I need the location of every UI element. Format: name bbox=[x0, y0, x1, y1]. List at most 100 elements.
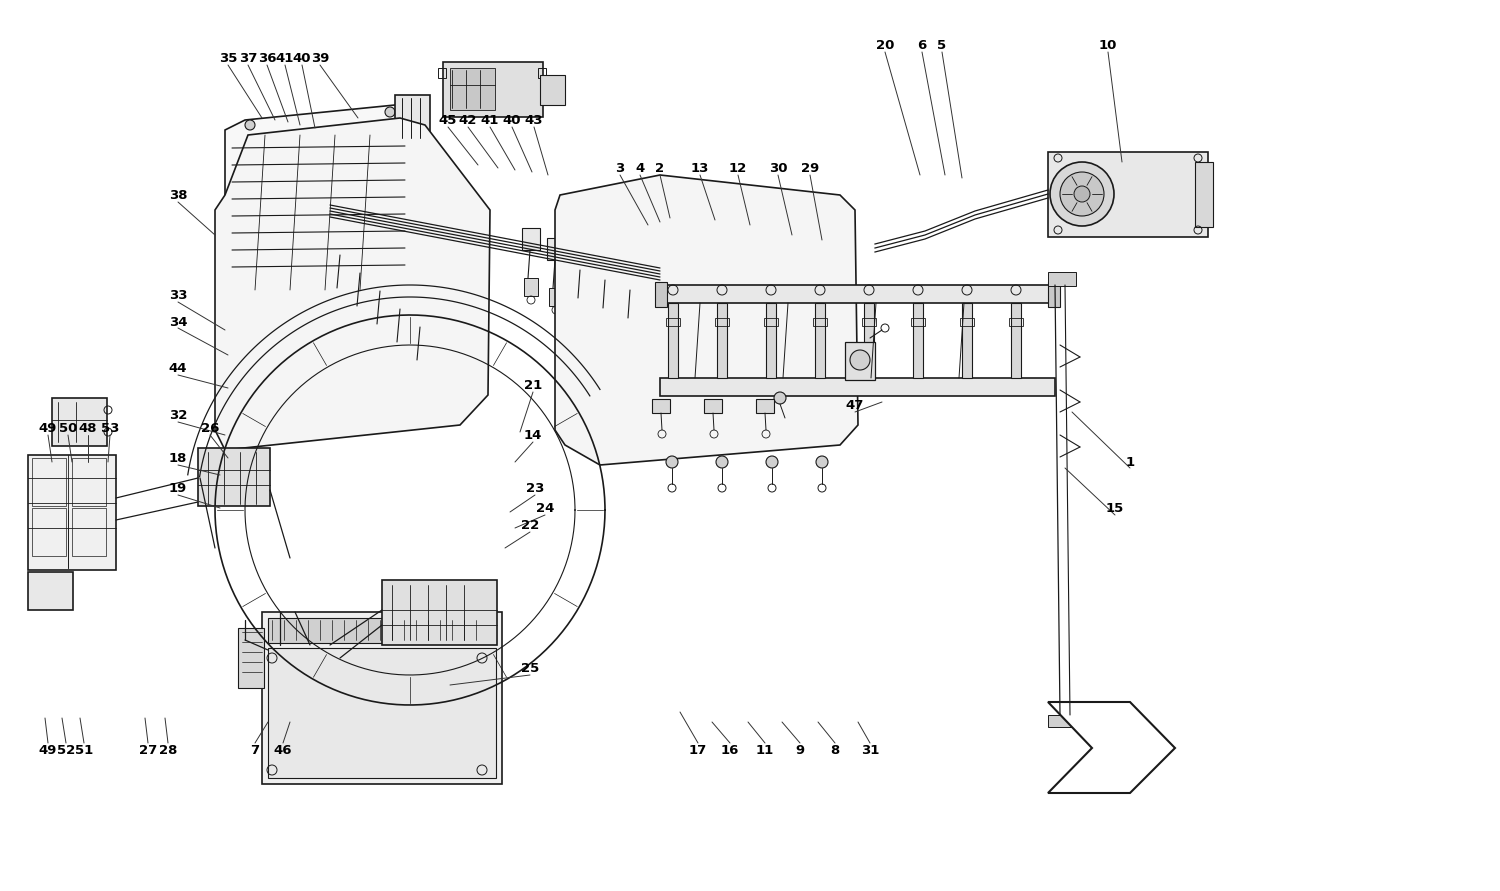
Bar bbox=[350, 328, 363, 346]
Bar bbox=[268, 618, 496, 643]
Text: 44: 44 bbox=[170, 362, 188, 374]
Bar bbox=[524, 278, 538, 296]
Circle shape bbox=[766, 456, 778, 468]
Text: 49: 49 bbox=[39, 421, 57, 435]
Bar bbox=[572, 248, 590, 270]
Bar bbox=[656, 282, 668, 307]
Bar bbox=[32, 508, 66, 556]
Bar bbox=[652, 399, 670, 413]
Text: 3: 3 bbox=[615, 161, 624, 175]
Text: 29: 29 bbox=[801, 161, 819, 175]
Text: 6: 6 bbox=[918, 38, 927, 52]
Circle shape bbox=[1074, 186, 1090, 202]
Text: 36: 36 bbox=[258, 52, 276, 64]
Text: 1: 1 bbox=[1125, 455, 1134, 469]
Text: 45: 45 bbox=[440, 113, 458, 127]
Text: 23: 23 bbox=[526, 481, 544, 495]
Text: 9: 9 bbox=[795, 743, 804, 756]
Text: 7: 7 bbox=[251, 743, 260, 756]
Bar bbox=[660, 285, 1054, 303]
Bar bbox=[328, 310, 344, 328]
Polygon shape bbox=[214, 118, 490, 450]
Text: 41: 41 bbox=[482, 113, 500, 127]
Bar bbox=[268, 648, 496, 778]
Bar bbox=[32, 458, 66, 506]
Bar bbox=[548, 238, 566, 260]
Text: 40: 40 bbox=[292, 52, 312, 64]
Text: 11: 11 bbox=[756, 743, 774, 756]
Text: 30: 30 bbox=[768, 161, 788, 175]
Text: 47: 47 bbox=[846, 398, 864, 412]
Bar bbox=[1011, 303, 1022, 378]
Bar bbox=[764, 318, 778, 326]
Bar bbox=[910, 318, 926, 326]
Text: 12: 12 bbox=[729, 161, 747, 175]
Bar bbox=[198, 448, 270, 506]
Text: 41: 41 bbox=[276, 52, 294, 64]
Text: 5: 5 bbox=[938, 38, 946, 52]
Text: 52: 52 bbox=[57, 743, 75, 756]
Text: 42: 42 bbox=[459, 113, 477, 127]
Bar bbox=[704, 399, 722, 413]
Text: 37: 37 bbox=[238, 52, 256, 64]
Bar bbox=[406, 360, 424, 382]
Bar bbox=[622, 268, 640, 290]
Bar bbox=[450, 68, 495, 110]
Circle shape bbox=[243, 283, 254, 293]
Bar bbox=[844, 342, 874, 380]
Polygon shape bbox=[225, 105, 424, 295]
Circle shape bbox=[386, 107, 394, 117]
Bar bbox=[442, 62, 543, 117]
Bar bbox=[960, 318, 974, 326]
Bar bbox=[368, 324, 386, 346]
Bar bbox=[438, 68, 446, 78]
Text: 10: 10 bbox=[1100, 38, 1118, 52]
Text: 40: 40 bbox=[503, 113, 522, 127]
Text: 15: 15 bbox=[1106, 502, 1124, 514]
Bar bbox=[538, 68, 546, 78]
Text: 13: 13 bbox=[692, 161, 709, 175]
Bar bbox=[28, 455, 116, 570]
Text: 38: 38 bbox=[170, 189, 188, 201]
Text: 35: 35 bbox=[219, 52, 237, 64]
Bar bbox=[660, 378, 1054, 396]
Polygon shape bbox=[555, 175, 858, 465]
Bar bbox=[1010, 318, 1023, 326]
Bar bbox=[574, 298, 588, 316]
Text: 4: 4 bbox=[636, 161, 645, 175]
Bar bbox=[756, 399, 774, 413]
Bar bbox=[387, 342, 405, 364]
Bar bbox=[1048, 282, 1060, 307]
Polygon shape bbox=[1048, 702, 1174, 793]
Bar bbox=[327, 288, 345, 310]
Bar bbox=[72, 508, 106, 556]
Bar bbox=[914, 303, 922, 378]
Bar bbox=[540, 75, 566, 105]
Bar bbox=[262, 612, 503, 784]
Circle shape bbox=[850, 350, 870, 370]
Bar bbox=[522, 228, 540, 250]
Text: 50: 50 bbox=[58, 421, 76, 435]
Text: 24: 24 bbox=[536, 502, 554, 514]
Bar bbox=[53, 398, 106, 446]
Bar bbox=[864, 303, 874, 378]
Bar bbox=[717, 303, 728, 378]
Bar bbox=[668, 303, 678, 378]
Bar bbox=[1048, 715, 1076, 727]
Circle shape bbox=[386, 283, 394, 293]
Bar bbox=[1048, 272, 1076, 286]
Text: 16: 16 bbox=[722, 743, 740, 756]
Text: 49: 49 bbox=[39, 743, 57, 756]
Text: 31: 31 bbox=[861, 743, 879, 756]
Text: 22: 22 bbox=[520, 519, 538, 532]
Bar bbox=[369, 346, 382, 364]
Text: 18: 18 bbox=[170, 452, 188, 464]
Bar bbox=[598, 308, 613, 326]
Bar bbox=[862, 318, 876, 326]
Bar bbox=[549, 288, 562, 306]
Text: 21: 21 bbox=[524, 379, 542, 391]
Bar bbox=[410, 382, 423, 400]
Text: 51: 51 bbox=[75, 743, 93, 756]
Circle shape bbox=[816, 456, 828, 468]
Text: 48: 48 bbox=[80, 421, 98, 435]
